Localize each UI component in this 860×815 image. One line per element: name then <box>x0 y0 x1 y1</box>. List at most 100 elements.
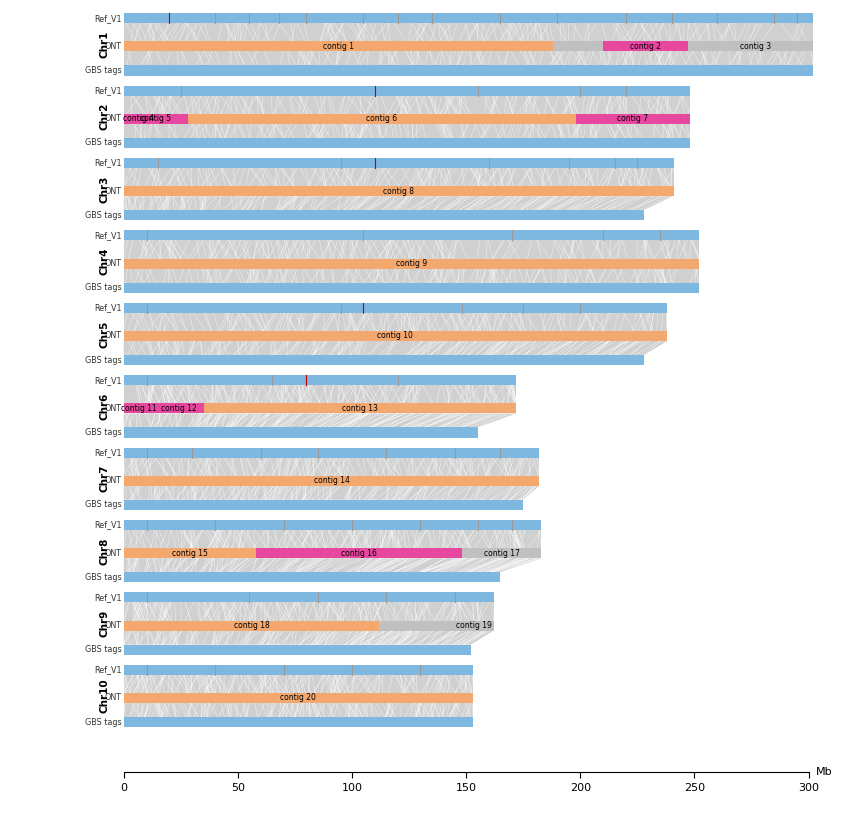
Text: GBS tags: GBS tags <box>85 211 122 220</box>
Polygon shape <box>124 558 542 572</box>
Bar <box>124 42 553 51</box>
Bar <box>124 331 667 341</box>
Text: ONT: ONT <box>105 187 122 196</box>
Polygon shape <box>124 703 473 717</box>
Bar <box>124 302 667 313</box>
Polygon shape <box>124 631 494 645</box>
Polygon shape <box>124 457 539 476</box>
Polygon shape <box>124 24 813 42</box>
Bar <box>124 620 379 631</box>
Bar <box>603 42 688 51</box>
Polygon shape <box>124 124 690 138</box>
Text: contig 10: contig 10 <box>378 332 414 341</box>
Bar <box>124 447 539 457</box>
Text: ONT: ONT <box>105 476 122 485</box>
Bar <box>124 593 494 602</box>
Bar <box>124 86 690 95</box>
Polygon shape <box>124 675 473 693</box>
Text: Ref_V1: Ref_V1 <box>95 303 122 312</box>
Text: ONT: ONT <box>105 694 122 703</box>
Text: Chr6: Chr6 <box>100 393 109 420</box>
Text: contig 4: contig 4 <box>123 114 154 123</box>
Polygon shape <box>124 196 674 210</box>
Text: GBS tags: GBS tags <box>85 428 122 437</box>
Bar <box>124 375 516 385</box>
Bar <box>124 283 699 293</box>
Bar <box>124 548 542 558</box>
Bar <box>124 693 473 703</box>
Bar <box>462 548 542 558</box>
Bar <box>124 331 667 341</box>
Bar <box>124 114 690 124</box>
Text: Chr7: Chr7 <box>100 465 109 492</box>
Text: GBS tags: GBS tags <box>85 645 122 654</box>
Text: contig 18: contig 18 <box>234 621 269 630</box>
Bar <box>124 13 813 24</box>
Text: Ref_V1: Ref_V1 <box>95 665 122 674</box>
Text: Ref_V1: Ref_V1 <box>95 231 122 240</box>
Text: Ref_V1: Ref_V1 <box>95 593 122 602</box>
Text: contig 7: contig 7 <box>617 114 648 123</box>
Bar <box>124 403 153 413</box>
Text: Chr5: Chr5 <box>100 320 109 348</box>
Text: Chr1: Chr1 <box>100 31 109 58</box>
Bar <box>153 403 204 413</box>
Bar <box>187 114 575 124</box>
Bar <box>124 476 539 486</box>
Text: contig 11: contig 11 <box>120 404 157 413</box>
Text: contig 19: contig 19 <box>456 621 492 630</box>
Text: GBS tags: GBS tags <box>85 283 122 293</box>
Bar <box>124 186 674 196</box>
Bar <box>124 258 699 269</box>
Polygon shape <box>124 602 494 620</box>
Polygon shape <box>124 313 667 331</box>
Text: Chr4: Chr4 <box>100 248 109 275</box>
Text: GBS tags: GBS tags <box>85 66 122 75</box>
Text: contig 17: contig 17 <box>483 548 519 557</box>
Polygon shape <box>124 269 699 283</box>
Text: contig 3: contig 3 <box>740 42 771 51</box>
Text: Chr8: Chr8 <box>100 537 109 565</box>
Text: contig 5: contig 5 <box>140 114 171 123</box>
Bar <box>124 210 644 220</box>
Text: Chr10: Chr10 <box>100 679 109 713</box>
Text: contig 2: contig 2 <box>630 42 660 51</box>
Text: ONT: ONT <box>105 114 122 123</box>
Text: ONT: ONT <box>105 332 122 341</box>
Text: Chr9: Chr9 <box>100 610 109 637</box>
Bar <box>699 42 813 51</box>
Bar <box>455 620 494 631</box>
Text: Ref_V1: Ref_V1 <box>95 14 122 23</box>
Bar <box>204 403 516 413</box>
Text: ONT: ONT <box>105 259 122 268</box>
Text: Chr2: Chr2 <box>100 103 109 130</box>
Polygon shape <box>124 240 699 258</box>
Bar <box>575 114 690 124</box>
Text: contig 14: contig 14 <box>314 476 349 485</box>
Bar <box>124 476 539 486</box>
Bar <box>124 548 256 558</box>
Bar <box>124 186 674 196</box>
Text: GBS tags: GBS tags <box>85 139 122 148</box>
Polygon shape <box>124 168 674 186</box>
Bar <box>124 138 690 148</box>
Text: ONT: ONT <box>105 548 122 557</box>
Bar <box>124 500 523 510</box>
Text: GBS tags: GBS tags <box>85 573 122 582</box>
Text: contig 15: contig 15 <box>172 548 208 557</box>
Text: Ref_V1: Ref_V1 <box>95 521 122 530</box>
Bar <box>124 403 516 413</box>
Polygon shape <box>124 51 813 65</box>
Text: contig 20: contig 20 <box>280 694 316 703</box>
Polygon shape <box>124 413 516 427</box>
Bar <box>124 258 699 269</box>
Text: Ref_V1: Ref_V1 <box>95 376 122 385</box>
Text: contig 12: contig 12 <box>161 404 196 413</box>
Text: GBS tags: GBS tags <box>85 355 122 364</box>
Text: contig 1: contig 1 <box>322 42 353 51</box>
Bar <box>124 42 813 51</box>
Text: Mb: Mb <box>815 768 832 778</box>
Bar <box>124 620 494 631</box>
Polygon shape <box>124 486 539 500</box>
Bar <box>124 717 473 727</box>
